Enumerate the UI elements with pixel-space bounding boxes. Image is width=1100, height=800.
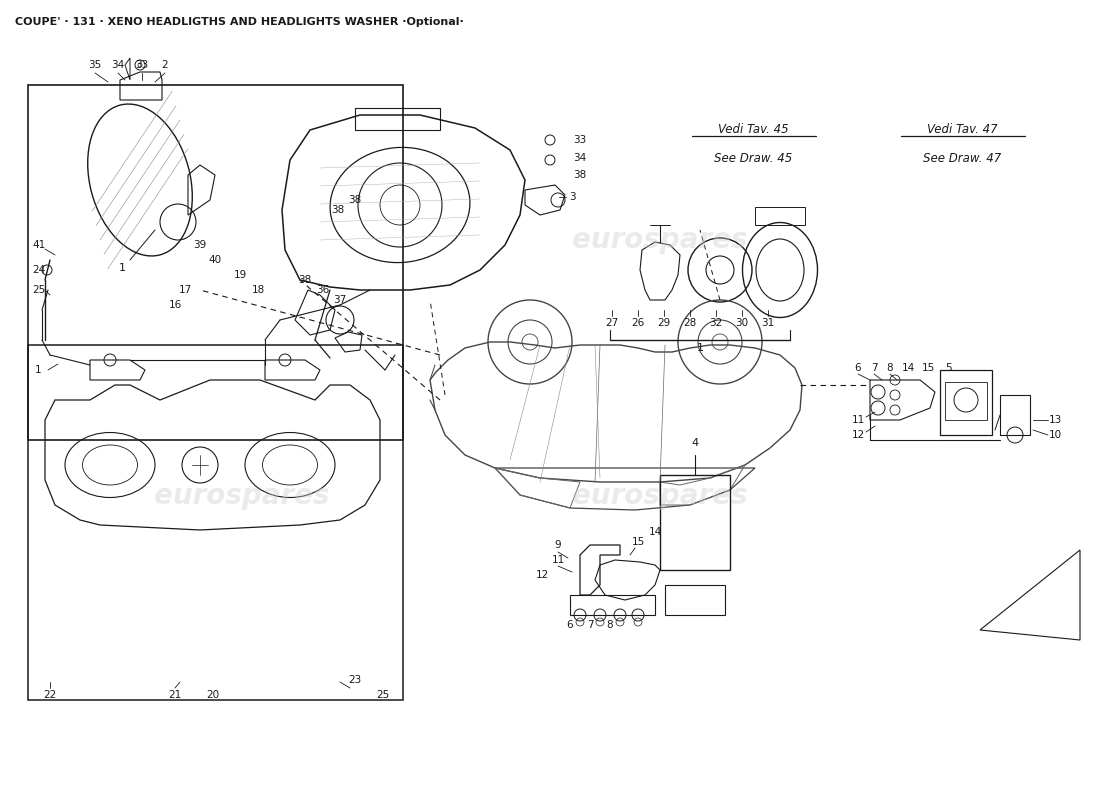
Text: 10: 10 (1048, 430, 1062, 440)
Text: 16: 16 (168, 300, 182, 310)
Text: 30: 30 (736, 318, 749, 328)
Bar (1000, 395, 1030, 435)
Text: 17: 17 (178, 285, 191, 295)
Text: 31: 31 (761, 318, 774, 328)
Text: 38: 38 (331, 205, 344, 215)
Text: 23: 23 (349, 675, 362, 685)
Text: 33: 33 (135, 60, 149, 70)
Text: Vedi Tav. 45: Vedi Tav. 45 (718, 123, 789, 136)
Text: 13: 13 (1048, 415, 1062, 425)
Text: 25: 25 (376, 690, 389, 700)
Text: 11: 11 (851, 415, 865, 425)
Text: 25: 25 (32, 285, 45, 295)
Text: 14: 14 (648, 527, 661, 537)
Bar (660, 475, 730, 570)
Text: eurospares: eurospares (154, 482, 330, 510)
Text: 9: 9 (554, 540, 561, 550)
Text: 1: 1 (35, 365, 42, 375)
Bar (28, 85, 403, 440)
Text: 38: 38 (573, 170, 586, 180)
Bar (755, 207, 805, 225)
Text: 41: 41 (32, 240, 45, 250)
Text: 29: 29 (658, 318, 671, 328)
Text: 20: 20 (207, 690, 220, 700)
Text: eurospares: eurospares (572, 226, 748, 254)
Text: 19: 19 (233, 270, 246, 280)
Text: 38: 38 (298, 275, 311, 285)
Text: 21: 21 (168, 690, 182, 700)
Text: 1: 1 (696, 343, 704, 353)
Text: 24: 24 (32, 265, 45, 275)
Text: 15: 15 (922, 363, 935, 373)
Text: 7: 7 (586, 620, 593, 630)
Text: 32: 32 (710, 318, 723, 328)
Text: 33: 33 (573, 135, 586, 145)
Bar (940, 370, 992, 435)
Text: 39: 39 (194, 240, 207, 250)
Text: Vedi Tav. 47: Vedi Tav. 47 (927, 123, 998, 136)
Text: 40: 40 (208, 255, 221, 265)
Text: 8: 8 (887, 363, 893, 373)
Text: 8: 8 (607, 620, 614, 630)
Text: 22: 22 (43, 690, 56, 700)
Text: 2: 2 (162, 60, 168, 70)
Text: 12: 12 (536, 570, 549, 580)
Bar (570, 595, 654, 615)
Text: 7: 7 (871, 363, 878, 373)
Text: eurospares: eurospares (572, 482, 748, 510)
Text: 6: 6 (855, 363, 861, 373)
Text: 28: 28 (683, 318, 696, 328)
Bar (945, 382, 987, 420)
Text: 14: 14 (901, 363, 914, 373)
Text: 27: 27 (605, 318, 618, 328)
Text: 36: 36 (317, 285, 330, 295)
Text: 37: 37 (333, 295, 346, 305)
Bar (28, 345, 403, 700)
Text: 11: 11 (551, 555, 564, 565)
Text: 18: 18 (252, 285, 265, 295)
Text: 3: 3 (569, 192, 575, 202)
Text: 12: 12 (851, 430, 865, 440)
Text: 34: 34 (111, 60, 124, 70)
Text: 15: 15 (631, 537, 645, 547)
Text: 5: 5 (945, 363, 952, 373)
Text: See Draw. 45: See Draw. 45 (714, 152, 793, 165)
Bar (355, 108, 440, 130)
Bar (666, 585, 725, 615)
Text: 4: 4 (692, 438, 698, 448)
Text: See Draw. 47: See Draw. 47 (923, 152, 1002, 165)
Text: 35: 35 (88, 60, 101, 70)
Text: 1: 1 (119, 263, 125, 273)
Text: 6: 6 (566, 620, 573, 630)
Text: 34: 34 (573, 153, 586, 163)
Text: 38: 38 (349, 195, 362, 205)
Text: COUPE' · 131 · XENO HEADLIGTHS AND HEADLIGHTS WASHER ·Optional·: COUPE' · 131 · XENO HEADLIGTHS AND HEADL… (15, 17, 464, 27)
Text: 26: 26 (631, 318, 645, 328)
